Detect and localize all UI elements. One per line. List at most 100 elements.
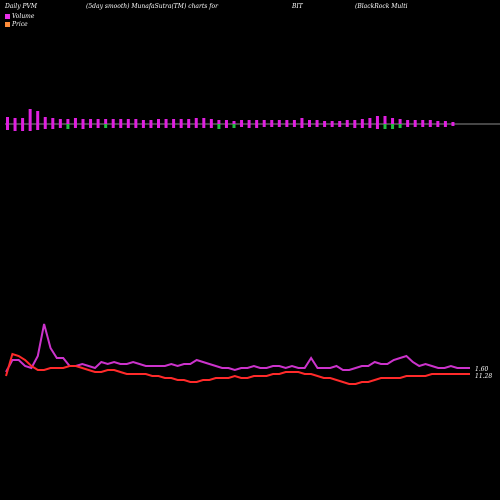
volume-bar-up [300, 118, 304, 124]
volume-bar-down [338, 124, 342, 127]
volume-bar-up [360, 119, 364, 124]
volume-bar-up [187, 119, 191, 124]
price-axis-label-top: 1.60 [475, 366, 489, 373]
volume-bar-up [141, 120, 145, 124]
volume-bar-up [292, 120, 296, 124]
volume-bar-down [21, 124, 25, 131]
volume-bar-up [104, 119, 108, 124]
volume-bar-down [179, 124, 183, 128]
volume-bar-up [345, 120, 349, 124]
volume-bar-up [232, 121, 236, 124]
volume-bar-down [383, 124, 387, 129]
volume-bar-down [104, 124, 108, 128]
volume-bar-up [315, 120, 319, 124]
volume-bar-down [6, 124, 9, 130]
volume-bar-up [443, 121, 447, 124]
volume-bar-up [330, 121, 334, 124]
volume-bar-down [43, 124, 47, 129]
volume-bar-down [436, 124, 440, 127]
volume-bar-down [285, 124, 289, 127]
volume-bar-up [6, 117, 9, 124]
volume-bar-down [141, 124, 145, 128]
volume-bar-up [413, 120, 417, 124]
volume-bar-down [428, 124, 432, 127]
volume-bar-down [292, 124, 296, 127]
volume-bar-down [149, 124, 153, 128]
volume-bar-down [126, 124, 130, 128]
volume-bar-down [73, 124, 77, 128]
chart-header-left: Daily PVM [5, 3, 38, 10]
volume-bar-up [134, 119, 138, 124]
volume-bar-up [406, 120, 410, 124]
volume-bar-down [134, 124, 138, 128]
volume-bar-up [436, 121, 440, 124]
volume-bar-down [66, 124, 70, 129]
volume-bar-up [126, 119, 130, 124]
volume-bar-down [255, 124, 259, 128]
volume-bar-down [96, 124, 100, 128]
chart-legend: Volume Price [5, 12, 34, 28]
volume-bar-down [451, 124, 455, 126]
volume-bar-down [277, 124, 281, 127]
volume-bar-up [172, 119, 176, 124]
volume-bar-down [443, 124, 447, 127]
volume-bar-down [330, 124, 334, 127]
legend-label-price: Price [12, 20, 28, 28]
price-line [5, 352, 470, 385]
volume-bar-up [323, 121, 327, 124]
volume-bar-down [421, 124, 425, 127]
volume-bar-down [300, 124, 304, 128]
volume-bar-down [323, 124, 327, 127]
volume-bar-down [368, 124, 372, 128]
chart-header-ticker: BIT [292, 3, 303, 10]
volume-bar-down [172, 124, 176, 128]
volume-bar-down [217, 124, 221, 129]
volume-bar-up [428, 120, 432, 124]
volume-bar-up [96, 119, 100, 124]
volume-bar-up [13, 118, 17, 124]
volume-bar-up [58, 119, 62, 124]
volume-bar-down [202, 124, 206, 128]
volume-bar-down [187, 124, 191, 128]
volume-bar-down [315, 124, 319, 127]
volume-bar-up [43, 117, 47, 124]
volume-bar-up [383, 116, 387, 124]
legend-swatch-volume [5, 13, 10, 19]
volume-bars [6, 109, 455, 131]
volume-bar-up [36, 111, 40, 124]
volume-bar-up [179, 119, 183, 124]
volume-bar-down [58, 124, 62, 128]
legend-label-volume: Volume [12, 12, 35, 20]
volume-bar-up [202, 118, 206, 124]
volume-bar-down [51, 124, 55, 129]
volume-bar-up [308, 120, 311, 124]
volume-bar-down [194, 124, 198, 128]
volume-bar-up [157, 119, 160, 124]
legend-item-price: Price [5, 20, 34, 28]
volume-bar-up [119, 119, 123, 124]
volume-bar-down [375, 124, 379, 129]
volume-bar-up [240, 120, 244, 124]
volume-bar-up [81, 119, 85, 124]
volume-bar-up [149, 120, 153, 124]
legend-item-volume: Volume [5, 12, 34, 20]
volume-bar-down [391, 124, 395, 129]
volume-bar-up [398, 119, 402, 124]
volume-bar-down [345, 124, 349, 127]
volume-bar-up [285, 120, 289, 124]
volume-bar-up [224, 120, 228, 124]
volume-bar-up [164, 119, 168, 124]
volume-bar-up [28, 109, 32, 124]
volume-bar-up [21, 118, 25, 124]
volume-bar-up [255, 120, 259, 124]
volume-bar-down [413, 124, 417, 127]
volume-bar-down [111, 124, 115, 128]
volume-bar-down [360, 124, 364, 128]
volume-bar-down [224, 124, 228, 128]
volume-bar-down [262, 124, 266, 127]
volume-bar-up [111, 119, 115, 124]
volume-bar-up [353, 120, 357, 124]
volume-bar-up [421, 120, 425, 124]
legend-swatch-price [5, 21, 10, 27]
